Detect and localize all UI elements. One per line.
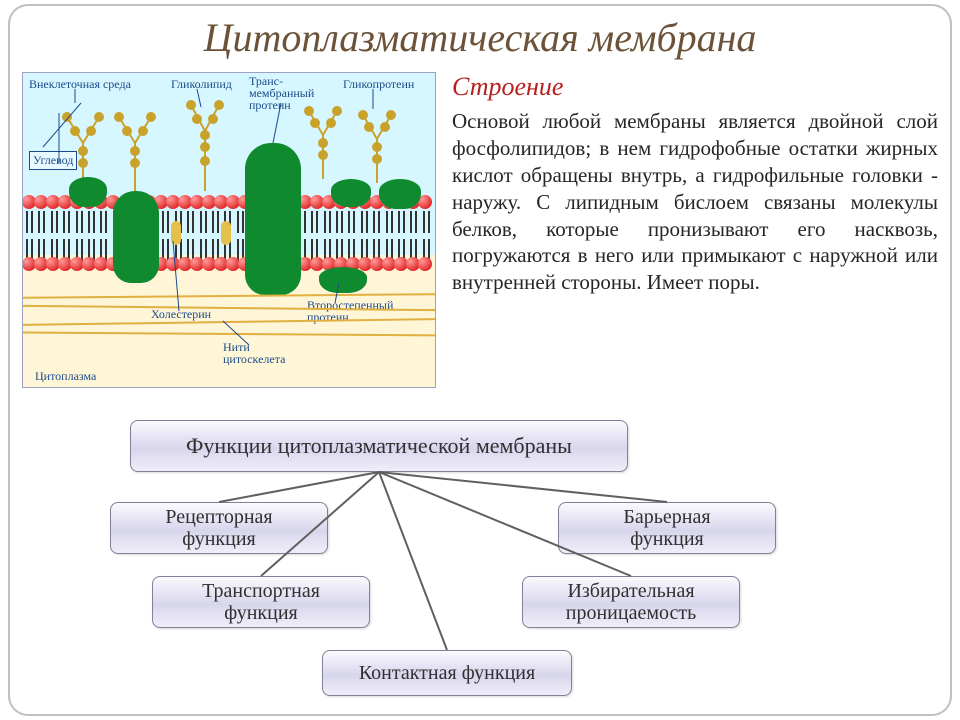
carbo-branch-icon xyxy=(299,99,349,179)
label-cytoskeleton: Нити цитоскелета xyxy=(223,341,303,365)
functions-root-label: Функции цитоплазматической мембраны xyxy=(186,433,572,459)
label-glycolipid: Гликолипид xyxy=(171,77,232,92)
function-box: Рецепторнаяфункция xyxy=(110,502,328,554)
structure-text-block: Строение Основой любой мембраны является… xyxy=(452,72,938,296)
label-glycoprotein: Гликопротеин xyxy=(343,77,414,92)
function-label: Избирательнаяпроницаемость xyxy=(566,580,696,624)
label-cholesterol: Холестерин xyxy=(151,307,211,322)
protein-icon xyxy=(379,179,421,209)
function-label: Транспортнаяфункция xyxy=(202,580,320,624)
carbo-branch-icon xyxy=(353,103,403,183)
function-label: Контактная функция xyxy=(359,662,535,685)
function-label: Барьернаяфункция xyxy=(623,506,710,550)
cytoskeleton-line xyxy=(23,332,436,337)
structure-heading: Строение xyxy=(452,72,938,102)
function-box: Контактная функция xyxy=(322,650,572,696)
secondary-protein-icon xyxy=(319,267,367,293)
functions-root-box: Функции цитоплазматической мембраны xyxy=(130,420,628,472)
page-title: Цитоплазматическая мембрана xyxy=(0,14,960,61)
phospholipid-heads-bot xyxy=(23,257,436,277)
function-box: Транспортнаяфункция xyxy=(152,576,370,628)
cholesterol-icon xyxy=(221,221,231,245)
carbo-branch-icon xyxy=(105,103,165,193)
transmembrane-protein-icon xyxy=(113,191,159,283)
structure-body: Основой любой мембраны является двойной … xyxy=(452,108,938,296)
transmembrane-protein-icon xyxy=(245,143,301,295)
function-box: Барьернаяфункция xyxy=(558,502,776,554)
protein-icon xyxy=(69,177,107,207)
protein-icon xyxy=(331,179,371,207)
carbo-branch-icon xyxy=(181,91,231,191)
label-cytoplasm: Цитоплазма xyxy=(35,369,96,384)
membrane-diagram: Внеклеточная среда Углевод Гликолипид Тр… xyxy=(22,72,436,388)
cholesterol-icon xyxy=(171,221,181,245)
function-label: Рецепторнаяфункция xyxy=(165,506,272,550)
label-extracellular: Внеклеточная среда xyxy=(29,77,131,92)
function-box: Избирательнаяпроницаемость xyxy=(522,576,740,628)
